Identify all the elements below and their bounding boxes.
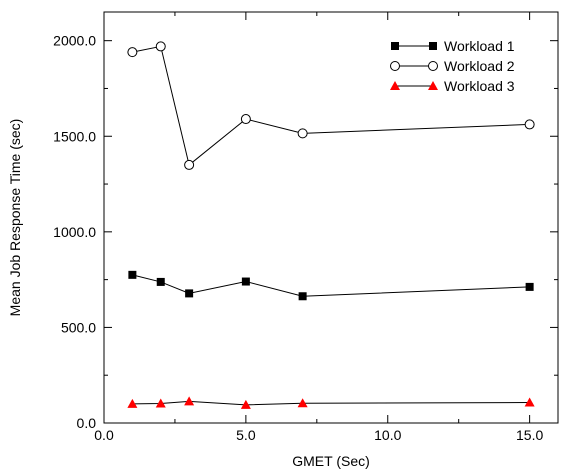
data-point — [184, 396, 195, 406]
plot-frame — [103, 11, 559, 424]
legend-marker — [429, 42, 437, 50]
legend-item: Workload 3 — [390, 78, 515, 94]
legend-marker — [390, 61, 400, 71]
data-point — [127, 47, 138, 58]
data-point — [155, 398, 166, 408]
y-tick-label: 500.0 — [61, 319, 96, 335]
x-tick-label: 10.0 — [374, 427, 401, 443]
y-tick-label: 2000.0 — [53, 33, 96, 49]
series-line — [132, 274, 530, 297]
legend-label: Workload 1 — [444, 38, 515, 54]
legend-marker — [428, 81, 438, 90]
x-axis-title: GMET (Sec) — [292, 453, 370, 469]
data-point — [184, 159, 195, 170]
data-point — [241, 277, 250, 286]
series-2 — [127, 41, 535, 170]
data-point — [297, 128, 308, 139]
x-tick-label: 0.0 — [94, 427, 114, 443]
y-tick-label: 1500.0 — [53, 128, 96, 144]
series-1 — [128, 270, 534, 301]
legend-marker — [391, 42, 399, 50]
legend-marker — [390, 81, 400, 90]
data-point — [127, 398, 138, 408]
plot-area — [103, 11, 559, 424]
data-point — [524, 397, 535, 407]
data-point — [525, 282, 534, 291]
series-layer — [127, 41, 535, 409]
data-point — [524, 119, 535, 130]
x-tick-label: 5.0 — [236, 427, 256, 443]
axis-ticks: 0.0 5.0 10.0 15.0 0.0 500.0 1000.0 1500.0 2000.0 — [53, 12, 558, 443]
legend-item: Workload 1 — [391, 38, 515, 54]
legend-label: Workload 2 — [444, 58, 515, 74]
legend-marker — [428, 61, 438, 71]
legend: Workload 1 Workload 2 Workload 3 — [390, 38, 515, 94]
legend-item: Workload 2 — [390, 58, 515, 74]
series-line — [132, 400, 530, 406]
data-point — [297, 398, 308, 408]
y-axis-title: Mean Job Response Time (sec) — [7, 119, 23, 317]
legend-label: Workload 3 — [444, 78, 515, 94]
data-point — [240, 399, 251, 409]
data-point — [185, 289, 194, 298]
x-tick-label: 15.0 — [516, 427, 543, 443]
data-point — [240, 114, 251, 125]
data-point — [298, 292, 307, 301]
data-point — [155, 41, 166, 52]
y-tick-label: 1000.0 — [53, 224, 96, 240]
data-point — [156, 277, 165, 286]
y-tick-label: 0.0 — [77, 415, 97, 431]
series-3 — [127, 396, 535, 409]
data-point — [128, 270, 137, 279]
